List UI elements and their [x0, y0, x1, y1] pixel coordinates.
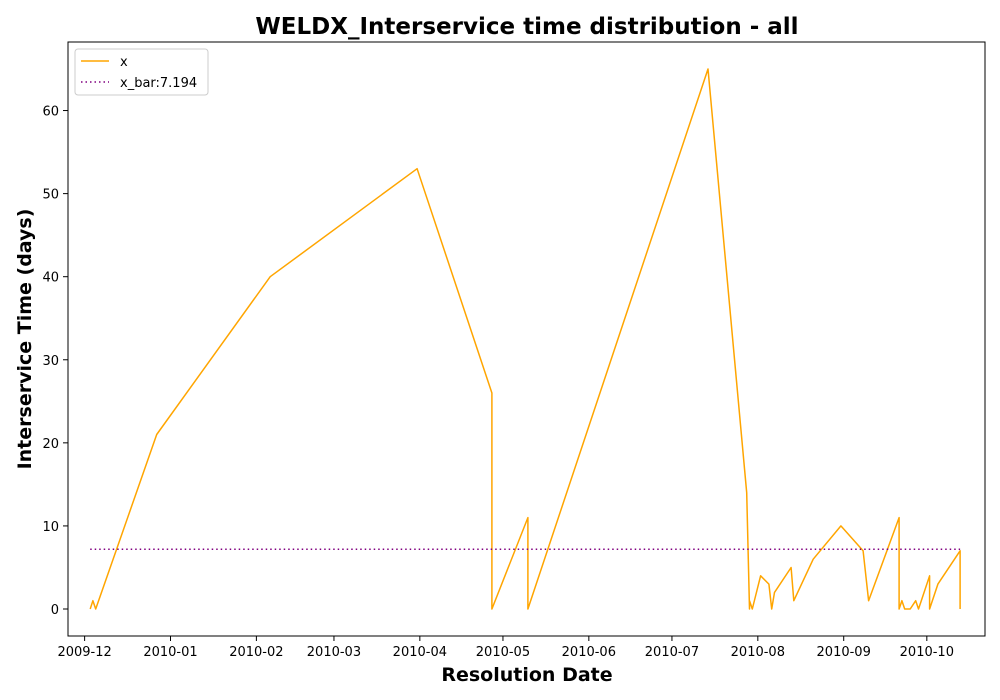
series-line-x: [89, 68, 961, 610]
x-tick-label: 2009-12: [57, 645, 111, 660]
x-tick-label: 2010-09: [817, 645, 871, 660]
legend: x x_bar:7.194: [74, 48, 209, 96]
y-tick-label: 0: [51, 603, 59, 618]
x-tick-label: 2010-06: [562, 645, 616, 660]
x-axis: 2009-12 2010-01 2010-02 2010-03 2010-04 2010-…: [57, 636, 954, 660]
x-axis-label: Resolution Date: [441, 664, 612, 686]
x-tick-label: 2010-03: [307, 645, 361, 660]
x-tick-label: 2010-02: [229, 645, 283, 660]
x-tick-label: 2010-08: [731, 645, 785, 660]
y-tick-label: 30: [42, 354, 59, 369]
x-tick-label: 2010-01: [143, 645, 197, 660]
y-tick-label: 10: [42, 520, 59, 535]
y-tick-label: 20: [42, 437, 59, 452]
plot-area: [89, 68, 961, 610]
y-tick-label: 60: [42, 105, 59, 120]
y-axis-label: Interservice Time (days): [14, 209, 36, 470]
y-tick-label: 40: [42, 271, 59, 286]
y-axis: 0 10 20 30 40 50 60: [42, 105, 68, 618]
plot-frame: [67, 41, 986, 637]
x-tick-label: 2010-04: [393, 645, 447, 660]
x-tick-label: 2010-07: [645, 645, 699, 660]
y-tick-label: 50: [42, 188, 59, 203]
chart-title: WELDX_Interservice time distribution - a…: [255, 14, 798, 40]
legend-label-x-bar: x_bar:7.194: [120, 76, 197, 91]
x-tick-label: 2010-10: [900, 645, 954, 660]
legend-label-x: x: [120, 55, 128, 70]
x-tick-label: 2010-05: [476, 645, 530, 660]
